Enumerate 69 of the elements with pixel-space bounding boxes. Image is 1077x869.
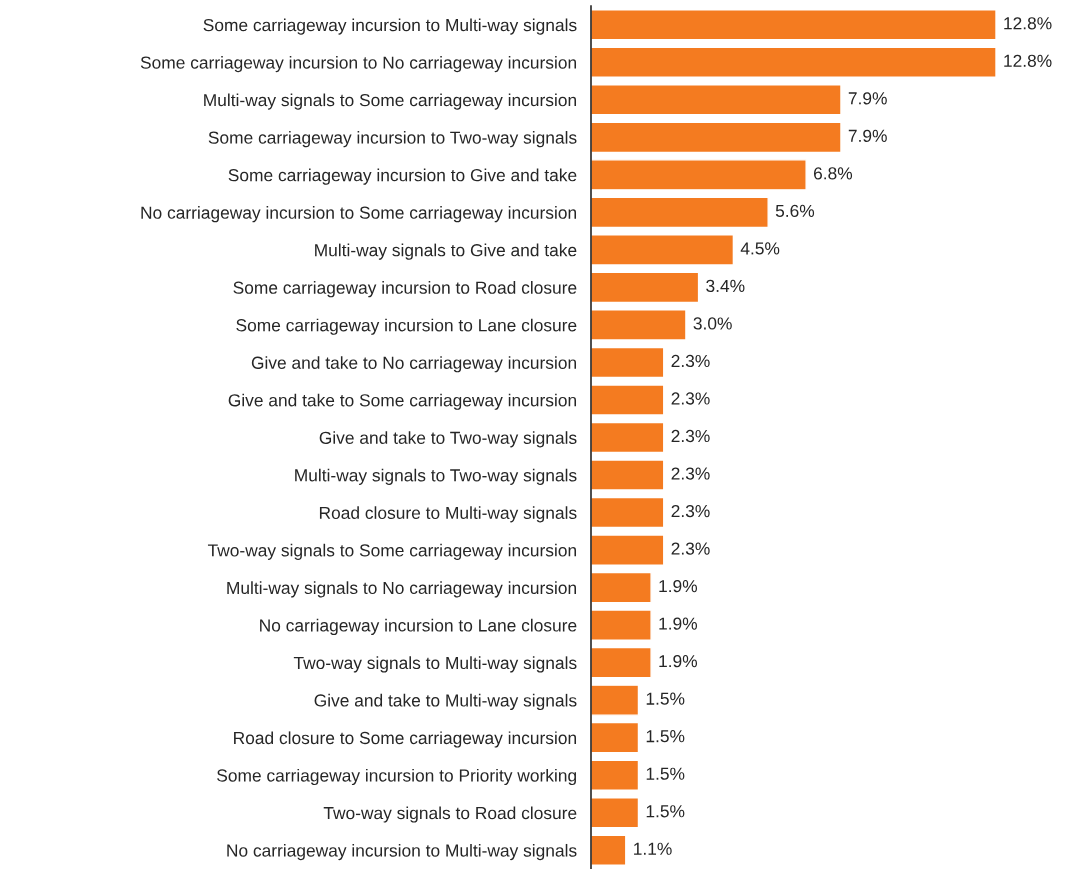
data-label: 12.8% [1004,17,1052,30]
data-label: 2.3% [671,429,710,443]
y-tick-label: No carriageway incursion to Multi-way signals [227,843,577,861]
data-label: 2.3% [671,354,710,368]
bar [591,9,997,41]
y-tick-label: Some carriageway incursion to Road closure [233,281,577,298]
y-tick-label: No carriageway incursion to Lane closure [260,618,577,635]
bar [591,834,627,866]
bar [591,159,807,191]
data-label: 2.3% [671,392,710,405]
bar [591,459,665,491]
y-tick-label: Two-way signals to Multi-way signals [293,656,577,673]
bar [591,684,640,716]
y-tick-label: Some carriageway incursion to Give and take [228,168,577,185]
y-tick-label: Multi-way signals to Some carriageway incursion [204,93,576,110]
y-tick-label: Some carriageway incursion to Priority working [217,768,577,786]
bar [591,46,997,78]
bar [591,646,652,679]
data-label: 1.5% [646,730,685,743]
data-label: 1.5% [646,767,685,780]
data-label: 2.3% [671,542,710,555]
data-label: 7.9% [848,129,887,142]
data-label: 1.1% [634,842,672,855]
y-tick-label: Some carriageway incursion to Two-way signals [208,131,577,148]
y-tick-label: No carriageway incursion to Some carriageway incursion [141,206,577,223]
data-label: 5.6% [775,204,815,218]
y-tick-label: Some carriageway incursion to Lane closure [236,318,577,335]
bar [591,384,665,416]
data-label: 2.3% [671,467,710,480]
bar [591,721,640,754]
bar [591,496,665,529]
data-label: 1.9% [659,579,698,593]
data-label: 1.5% [646,805,685,818]
bar [591,346,665,379]
data-label: 7.9% [848,92,887,105]
bar [591,271,700,304]
y-tick-label: Give and take to Two-way signals [319,431,577,448]
y-tick-label: Multi-way signals to Give and take [315,243,577,260]
y-tick-label: Some carriageway incursion to Multi-way signals [203,18,577,35]
y-tick-label: Road closure to Multi-way signals [319,506,577,523]
y-tick-label: Give and take to Multi-way signals [314,693,577,711]
bar [591,571,652,604]
bar [591,196,769,229]
data-label: 3.4% [706,279,745,293]
bar [591,609,652,641]
data-label: 12.8% [1004,54,1052,67]
bar [591,534,665,566]
y-tick-label: Road closure to Some carriageway incursion [234,731,577,748]
bar [591,309,687,341]
data-label: 4.5% [740,242,780,255]
y-tick-label: Two-way signals to Some carriageway incursion [207,543,576,560]
y-tick-label: Multi-way signals to Two-way signals [295,468,577,485]
bar [591,759,640,791]
data-label: 1.9% [659,617,698,630]
bar [591,84,842,116]
y-tick-label: Multi-way signals to No carriageway incursion [227,581,576,598]
bar [591,421,665,454]
data-label: 6.8% [813,167,853,180]
data-label: 3.0% [693,317,732,330]
y-tick-label: Two-way signals to Road closure [323,806,577,823]
bar [591,797,640,829]
y-tick-label: Some carriageway incursion to No carriageway incursion [140,55,577,73]
bar [591,234,735,266]
data-label: 1.9% [659,655,698,668]
data-label: 1.5% [646,692,685,705]
y-tick-label: Give and take to No carriageway incursion [251,356,576,373]
data-label: 2.3% [671,504,710,518]
bar [591,121,842,154]
y-tick-label: Give and take to Some carriageway incursion [228,393,577,410]
